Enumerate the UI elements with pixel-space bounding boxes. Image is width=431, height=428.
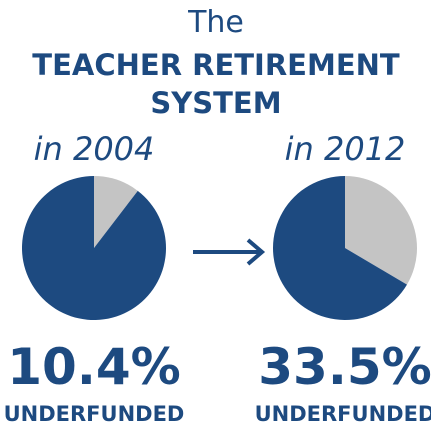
title-line: SYSTEM — [150, 86, 281, 120]
title-pre: The — [187, 5, 244, 40]
pie-slice — [272, 176, 407, 320]
chart-title: in 2004 — [34, 130, 155, 168]
chart-title: in 2012 — [285, 130, 406, 168]
pie-slice — [94, 176, 138, 248]
annotation: UNDERFUNDED — [255, 402, 431, 426]
value-label: 33.5% — [258, 338, 431, 396]
arrow — [193, 238, 266, 266]
pie-slice — [21, 175, 166, 320]
value-label: 10.4% — [7, 338, 180, 396]
pie-slice — [345, 176, 417, 285]
annotation: UNDERFUNDED — [4, 402, 185, 426]
title-line: TEACHER RETIREMENT — [32, 48, 400, 82]
